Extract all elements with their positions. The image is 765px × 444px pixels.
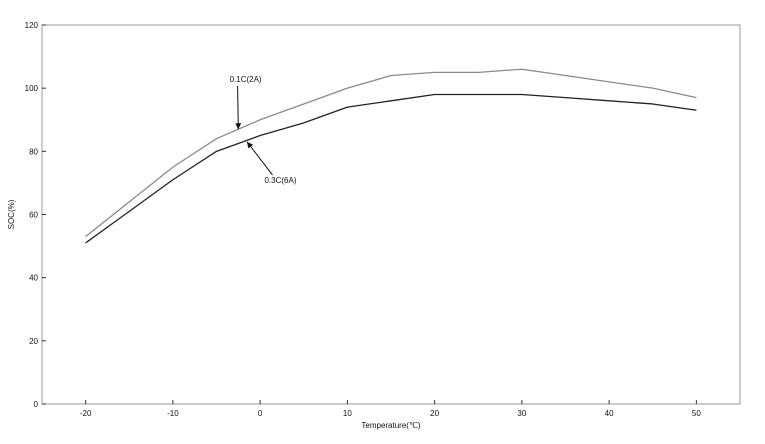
x-axis-label: Temperature(℃) [361,421,421,430]
y-tick-label: 40 [29,274,38,283]
x-tick-label: -10 [167,409,179,418]
series-annotation-label: 0.3C(6A) [264,176,296,185]
x-tick-label: 40 [605,409,614,418]
x-tick-label: 20 [430,409,439,418]
y-tick-label: 60 [29,211,38,220]
axis-ticks: -20 -10 0 10 20 30 40 50 0 20 40 60 80 100 120 [25,21,702,418]
x-tick-label: 50 [692,409,701,418]
x-tick-label: 10 [343,409,352,418]
y-tick-label: 80 [29,147,38,156]
y-tick-label: 120 [25,21,39,30]
series-annotation-label: 0.1C(2A) [230,75,262,84]
series-line-0 [85,68,697,238]
y-axis-label: SOC(%) [7,199,16,229]
y-tick-label: 100 [25,84,39,93]
x-tick-label: -20 [80,409,92,418]
annotation-arrow [246,141,273,176]
x-tick-label: 30 [517,409,526,418]
annotation-arrow [235,85,242,130]
y-tick-label: 20 [29,337,38,346]
series-line-1 [85,93,697,244]
x-tick-label: 0 [258,409,263,418]
annotation-layer: 0.1C(2A) 0.3C(6A) [230,75,297,185]
y-tick-label: 0 [34,400,39,409]
series-layer [85,68,697,244]
